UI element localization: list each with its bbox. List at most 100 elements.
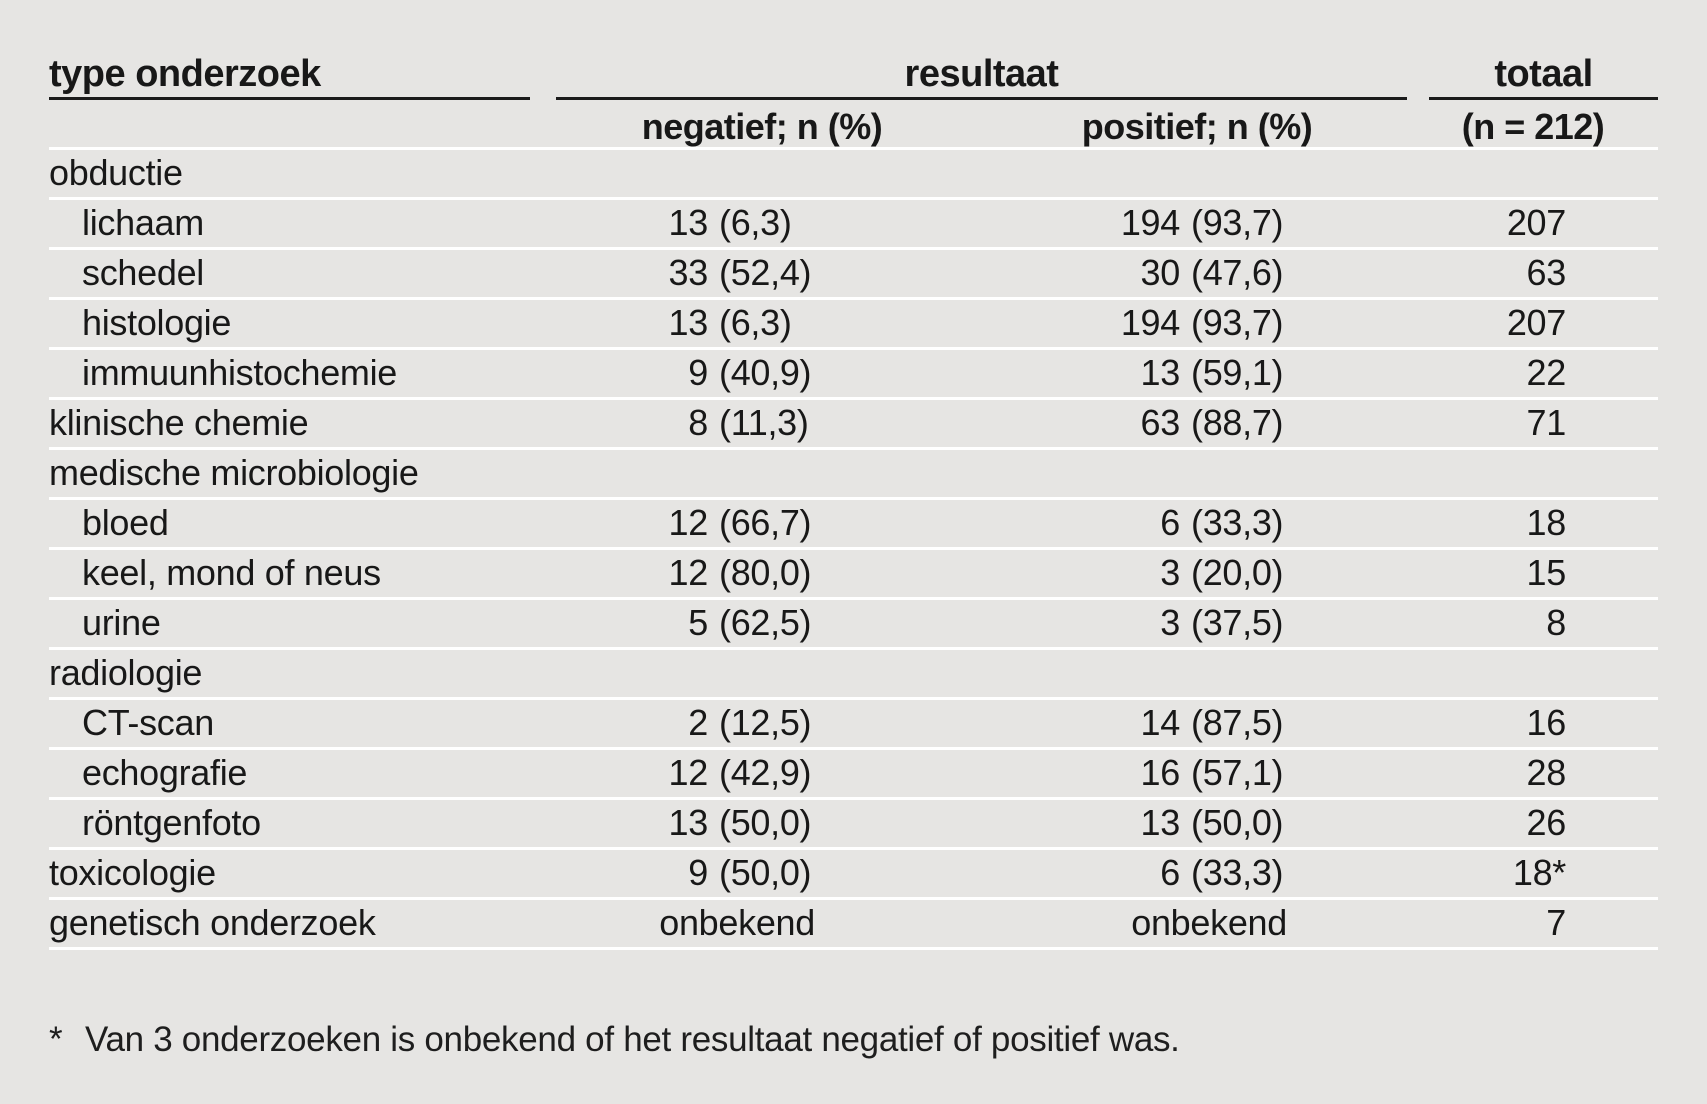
value-percentage: (37,5) [1191,602,1284,643]
table-body: obductie lichaam 13 (6,3) 194 (93,7) 207 s… [49,150,1658,950]
value-count: 13 [668,802,709,843]
footnote-text: Van 3 onderzoeken is onbekend of het res… [85,1020,1180,1059]
table-row: lichaam 13 (6,3) 194 (93,7) 207 [49,200,1658,250]
negatief-cell: 33 (52,4) [549,250,815,297]
positief-cell: 13 (59,1) [815,350,1287,397]
totaal-cell: 207 [1506,202,1566,243]
row-spacer [1566,850,1658,897]
totaal-cell: 18* [1512,852,1566,893]
row-label: obductie [49,152,183,193]
value-count: 16 [1140,752,1181,793]
negatief-cell [549,150,815,197]
row-spacer [1566,550,1658,597]
value-count: 12 [668,752,709,793]
negatief-cell: 9 (40,9) [549,350,815,397]
value-count: 194 [1120,302,1180,343]
negatief-cell: 8 (11,3) [549,400,815,447]
row-label: toxicologie [49,852,216,893]
value-percentage: (52,4) [719,252,812,293]
totaal-cell [1287,150,1566,197]
results-table: type onderzoek resultaat totaal negatief… [49,40,1658,950]
row-label: lichaam [82,202,204,243]
header-rule-type [49,97,530,100]
row-spacer [1566,700,1658,747]
positief-cell: 6 (33,3) [815,850,1287,897]
negatief-cell: 13 (6,3) [549,300,815,347]
negatief-cell: 2 (12,5) [549,700,815,747]
row-label: medische microbiologie [49,452,419,493]
value-count: 30 [1140,252,1181,293]
row-spacer [1566,350,1658,397]
value-percentage: (66,7) [719,502,812,543]
column-header-totaal: totaal [1494,53,1593,95]
value-percentage: (6,3) [719,202,792,243]
row-label: echografie [82,752,248,793]
column-group-header-resultaat: resultaat [904,53,1059,95]
subheader-positief: positief; n (%) [1081,106,1313,147]
row-spacer [1566,900,1658,947]
row-spacer [1566,150,1658,197]
value-percentage: (40,9) [719,352,812,393]
value-percentage: (62,5) [719,602,812,643]
value-count: 14 [1140,702,1181,743]
totaal-cell [1287,450,1566,497]
value-percentage: (80,0) [719,552,812,593]
value-percentage: (88,7) [1191,402,1284,443]
table-row: obductie [49,150,1658,200]
positief-cell [815,150,1287,197]
negatief-cell: 13 (6,3) [549,200,815,247]
value-percentage: (11,3) [719,402,809,443]
value-percentage: (50,0) [1191,802,1284,843]
table-row: urine 5 (62,5) 3 (37,5) 8 [49,600,1658,650]
value-percentage: (50,0) [719,852,812,893]
totaal-cell: 7 [1546,902,1566,943]
row-spacer [1566,200,1658,247]
positief-cell [815,650,1287,697]
positief-cell: 14 (87,5) [815,700,1287,747]
value-count: 12 [668,552,709,593]
subheader-negatief: negatief; n (%) [641,106,883,147]
table-row: toxicologie 9 (50,0) 6 (33,3) 18* [49,850,1658,900]
value-percentage: (57,1) [1191,752,1284,793]
negatief-cell: 12 (66,7) [549,500,815,547]
positief-cell: 63 (88,7) [815,400,1287,447]
value-percentage: (93,7) [1191,202,1284,243]
value-percentage: (33,3) [1191,502,1284,543]
totaal-cell: 18 [1526,502,1567,543]
value-count: 12 [668,502,709,543]
row-spacer [1566,750,1658,797]
negatief-cell: onbekend [659,902,815,943]
value-count: 8 [688,402,708,443]
row-label: bloed [82,502,169,543]
header-rule-totaal [1429,97,1658,100]
footnote: * Van 3 onderzoeken is onbekend of het re… [49,1019,1180,1061]
value-count: 9 [688,352,708,393]
table-row: klinische chemie 8 (11,3) 63 (88,7) 71 [49,400,1658,450]
value-count: 3 [1160,552,1180,593]
totaal-cell: 16 [1526,702,1567,743]
row-spacer [1566,800,1658,847]
negatief-cell: 9 (50,0) [549,850,815,897]
row-spacer [1566,650,1658,697]
value-count: 6 [1160,852,1180,893]
table-row: medische microbiologie [49,450,1658,500]
row-spacer [1566,300,1658,347]
value-count: 33 [668,252,709,293]
row-label: histologie [82,302,232,343]
totaal-cell [1287,650,1566,697]
row-label: genetisch onderzoek [49,902,376,943]
totaal-cell: 63 [1526,252,1567,293]
value-percentage: (20,0) [1191,552,1284,593]
value-percentage: (87,5) [1191,702,1284,743]
value-count: 63 [1140,402,1181,443]
table-row: CT-scan 2 (12,5) 14 (87,5) 16 [49,700,1658,750]
totaal-cell: 26 [1526,802,1567,843]
positief-cell: onbekend [1131,902,1287,943]
value-percentage: (33,3) [1191,852,1284,893]
row-label: radiologie [49,652,203,693]
negatief-cell: 12 (42,9) [549,750,815,797]
totaal-cell: 15 [1526,552,1567,593]
value-count: 13 [668,202,709,243]
negatief-cell: 5 (62,5) [549,600,815,647]
